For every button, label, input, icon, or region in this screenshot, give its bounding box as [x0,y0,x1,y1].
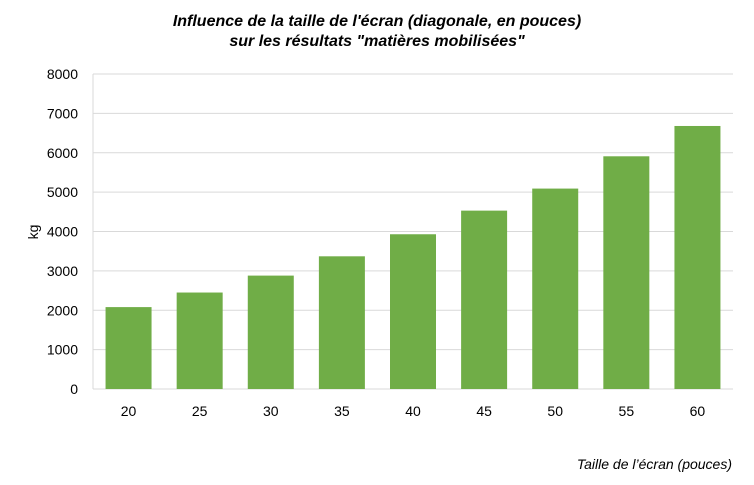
bars [105,125,721,389]
x-tick-labels: 20 25 30 35 40 45 50 55 60 [121,403,706,419]
chart-title-line-2: sur les résultats "matières mobilisées" [229,33,525,50]
bar-45 [461,210,508,389]
x-tick-label: 20 [121,403,137,419]
x-axis-label: Taille de l’écran (pouces) [576,456,732,472]
x-tick-label: 45 [476,403,492,419]
y-tick-label: 1000 [47,342,78,358]
x-tick-label: 25 [192,403,208,419]
x-tick-label: 50 [547,403,563,419]
y-tick-labels: 0 1000 2000 3000 4000 5000 6000 7000 8000 [47,66,78,397]
y-tick-label: 5000 [47,184,78,200]
y-tick-label: 8000 [47,66,78,82]
chart-title-line-1: Influence de la taille de l'écran (diago… [172,13,582,30]
x-tick-label: 60 [690,403,706,419]
bar-55 [603,156,650,389]
bar-40 [390,234,436,389]
bar-30 [247,275,294,389]
bar-20 [105,307,152,389]
chart-title: Influence de la taille de l'écran (diago… [0,12,754,52]
x-tick-label: 35 [334,403,350,419]
x-tick-label: 40 [405,403,421,419]
y-tick-label: 7000 [47,105,78,121]
bar-60 [674,125,721,389]
y-tick-label: 0 [70,381,78,397]
x-tick-label: 55 [619,403,635,419]
x-tick-label: 30 [263,403,279,419]
y-tick-label: 4000 [47,224,78,240]
y-tick-label: 6000 [47,145,78,161]
bar-50 [532,188,579,389]
y-tick-label: 2000 [47,302,78,318]
bar-35 [318,256,365,389]
y-tick-label: 3000 [47,263,78,279]
y-axis-label: kg [25,225,41,240]
bar-25 [176,292,223,389]
